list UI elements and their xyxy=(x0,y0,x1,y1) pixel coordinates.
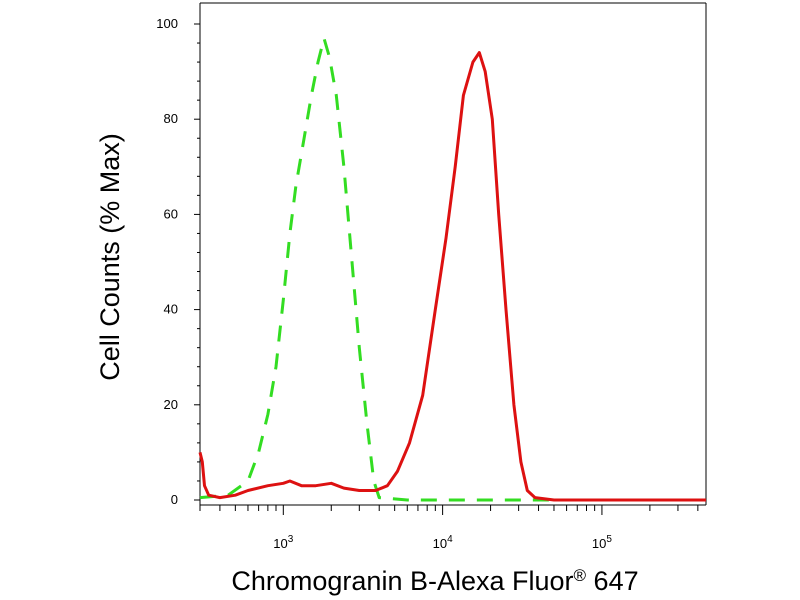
y-tick-label: 100 xyxy=(156,16,178,31)
x-tick-label: 105 xyxy=(592,534,612,551)
x-tick-label: 104 xyxy=(433,534,453,551)
series-layer xyxy=(198,36,706,502)
y-tick-label: 0 xyxy=(171,492,178,507)
y-tick-label: 60 xyxy=(164,206,178,221)
y-tick-label: 40 xyxy=(164,302,178,317)
y-axis-ticks: 0 20 40 60 80 100 xyxy=(156,16,200,507)
control-histogram-line xyxy=(199,36,706,502)
y-axis-label: Cell Counts (% Max) xyxy=(95,133,125,381)
sample-histogram-line xyxy=(198,51,706,502)
y-tick-label: 80 xyxy=(164,111,178,126)
x-axis-label: Chromogranin B-Alexa Fluor® 647 xyxy=(231,566,638,596)
y-tick-label: 20 xyxy=(164,397,178,412)
plot-area xyxy=(199,2,707,506)
x-axis-ticks: 103 104 105 xyxy=(199,505,699,551)
x-tick-label: 103 xyxy=(273,534,293,551)
